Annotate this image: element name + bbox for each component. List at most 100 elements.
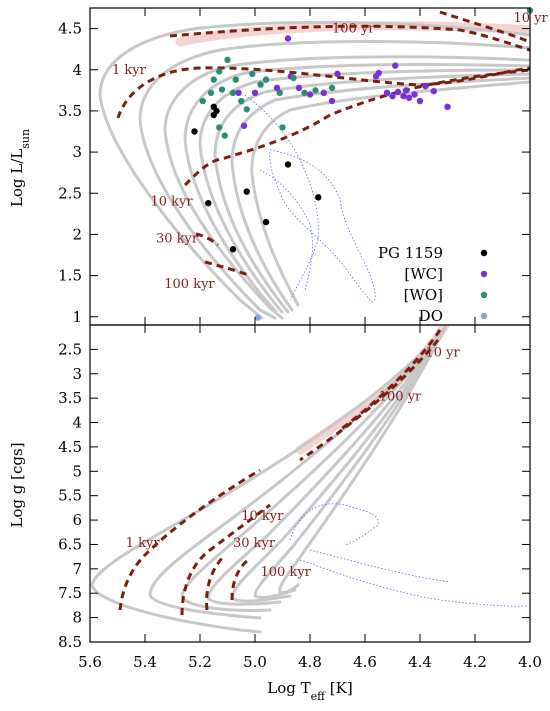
data-point-wc: [375, 69, 382, 77]
top-age-label: 10 yr: [514, 11, 549, 26]
bottom-y-tick-label: 3.5: [58, 389, 82, 407]
x-tick-label: 4.4: [408, 653, 432, 671]
data-point-pg1159: [191, 128, 198, 135]
data-point-wo: [232, 76, 239, 83]
top-x-ticks: [89, 8, 531, 325]
x-tick-label: 4.2: [463, 653, 487, 671]
x-tick-label: 4.0: [518, 653, 542, 671]
top-dotted-loop-3: [259, 169, 313, 291]
data-point-wc: [328, 97, 336, 105]
top-track-3: [163, 55, 530, 320]
top-age-label: 10 kyr: [151, 195, 194, 210]
top-data-points: [191, 7, 534, 321]
top-y-tick-label: 2.5: [58, 184, 82, 202]
data-point-wc: [400, 92, 407, 100]
data-point-wo: [210, 76, 217, 83]
bottom-track-5: [230, 326, 447, 603]
top-isochrone-10yr: [439, 10, 530, 44]
bottom-age-label: 100 kyr: [261, 565, 312, 580]
top-age-label: 30 kyr: [156, 232, 199, 247]
top-y-tick-label: 2: [72, 225, 82, 243]
bottom-track-2: [148, 326, 447, 620]
bottom-age-labels: 10 yr 100 yr 1 kyr 10 kyr 30 kyr 100 kyr: [126, 346, 461, 580]
data-point-wo: [216, 124, 223, 131]
data-point-pg1159: [315, 194, 322, 201]
data-point-wo: [312, 87, 319, 94]
top-isochrone-1kyr: [116, 66, 530, 119]
data-point-wc: [411, 91, 418, 98]
data-point-wc: [273, 84, 281, 92]
bottom-y-tick-label: 5: [72, 462, 82, 480]
data-point-do: [254, 314, 261, 321]
top-age-label: 100 yr: [332, 22, 375, 37]
legend-marker: [480, 291, 488, 299]
data-point-wc: [394, 88, 402, 96]
bottom-y-tick-label: 4: [72, 414, 82, 432]
top-y-axis-label-sub: sun: [19, 129, 32, 149]
bottom-track-3: [180, 326, 447, 612]
data-point-wo: [229, 89, 237, 97]
data-point-wo: [207, 89, 215, 97]
top-y-ticks: 1 1.5 2 2.5 3 3.5 4 4.5: [58, 20, 530, 326]
data-point-wc: [444, 103, 451, 111]
bottom-dotted-1: [289, 503, 379, 546]
top-y-tick-label: 1: [72, 308, 82, 326]
top-y-axis-label: Log L/Lsun: [8, 129, 32, 207]
x-tick-label: 5.0: [243, 653, 267, 671]
legend-label: DO: [419, 307, 443, 325]
data-point-wo: [279, 124, 286, 131]
top-track-2: [138, 40, 530, 320]
bottom-y-ticks: 2.5 3 3.5 4 4.5 5 5.5 6 6.5 7 7.5 8 8.5: [58, 340, 530, 651]
legend-marker: [480, 270, 488, 278]
top-isochrone-30kyr: [195, 232, 219, 247]
data-point-wc: [284, 35, 292, 42]
data-point-pg1159: [229, 246, 237, 253]
top-age-label: 100 kyr: [164, 277, 215, 292]
data-point-wo: [257, 81, 264, 88]
top-track-6: [213, 72, 530, 314]
data-point-wo: [301, 89, 308, 97]
data-point-wo: [218, 86, 226, 93]
data-point-wc: [392, 62, 399, 69]
bottom-isochrone-30kyr: [205, 553, 227, 611]
data-point-wc: [334, 70, 341, 78]
bottom-tracks: [90, 325, 529, 634]
top-dotted-loop-2: [244, 94, 319, 301]
top-y-tick-label: 1.5: [58, 267, 82, 285]
data-point-wc: [306, 91, 314, 98]
data-point-wc: [383, 89, 391, 97]
bottom-isochrone-10kyr: [180, 503, 271, 616]
data-point-wc: [235, 89, 242, 97]
bottom-y-tick-label: 7: [72, 560, 82, 578]
data-point-wc: [403, 87, 410, 94]
data-point-wc: [295, 84, 303, 92]
top-frame: [89, 7, 531, 326]
x-tick-label: 5.4: [133, 653, 157, 671]
data-point-wo: [216, 68, 223, 75]
bottom-isochrone-100yr: [299, 339, 440, 462]
bottom-age-label: 100 yr: [379, 390, 422, 405]
top-y-axis-label-main: Log L/L: [8, 149, 26, 207]
data-point-wo: [262, 76, 270, 83]
data-point-wo: [290, 74, 297, 82]
top-isochrone-10kyr: [183, 68, 530, 187]
top-age-label: 1 kyr: [112, 63, 147, 78]
bottom-track-7: [278, 326, 447, 594]
bottom-panel: 2.5 3 3.5 4 4.5 5 5.5 6 6.5 7 7.5 8 8.5 5.6 5.4 5.2 5.0…: [8, 324, 542, 671]
top-track-8: [250, 80, 530, 307]
legend-label: [WC]: [404, 265, 443, 283]
data-point-pg1159: [284, 161, 292, 168]
data-point-pg1159: [243, 188, 250, 195]
legend-marker: [480, 249, 488, 257]
bottom-age-label: 10 kyr: [241, 509, 284, 524]
bottom-track-1: [90, 326, 447, 634]
x-tick-label: 5.6: [78, 653, 102, 671]
data-point-wc: [430, 87, 437, 95]
bottom-age-label: 10 yr: [426, 346, 461, 361]
bottom-isochrone-10yr: [339, 329, 442, 432]
bottom-age-label: 30 kyr: [233, 536, 276, 551]
data-point-pg1159: [205, 199, 212, 207]
top-isochrone-100kyr: [204, 260, 249, 277]
bottom-isochrone-100kyr: [230, 558, 250, 601]
data-point-wo: [221, 132, 228, 139]
